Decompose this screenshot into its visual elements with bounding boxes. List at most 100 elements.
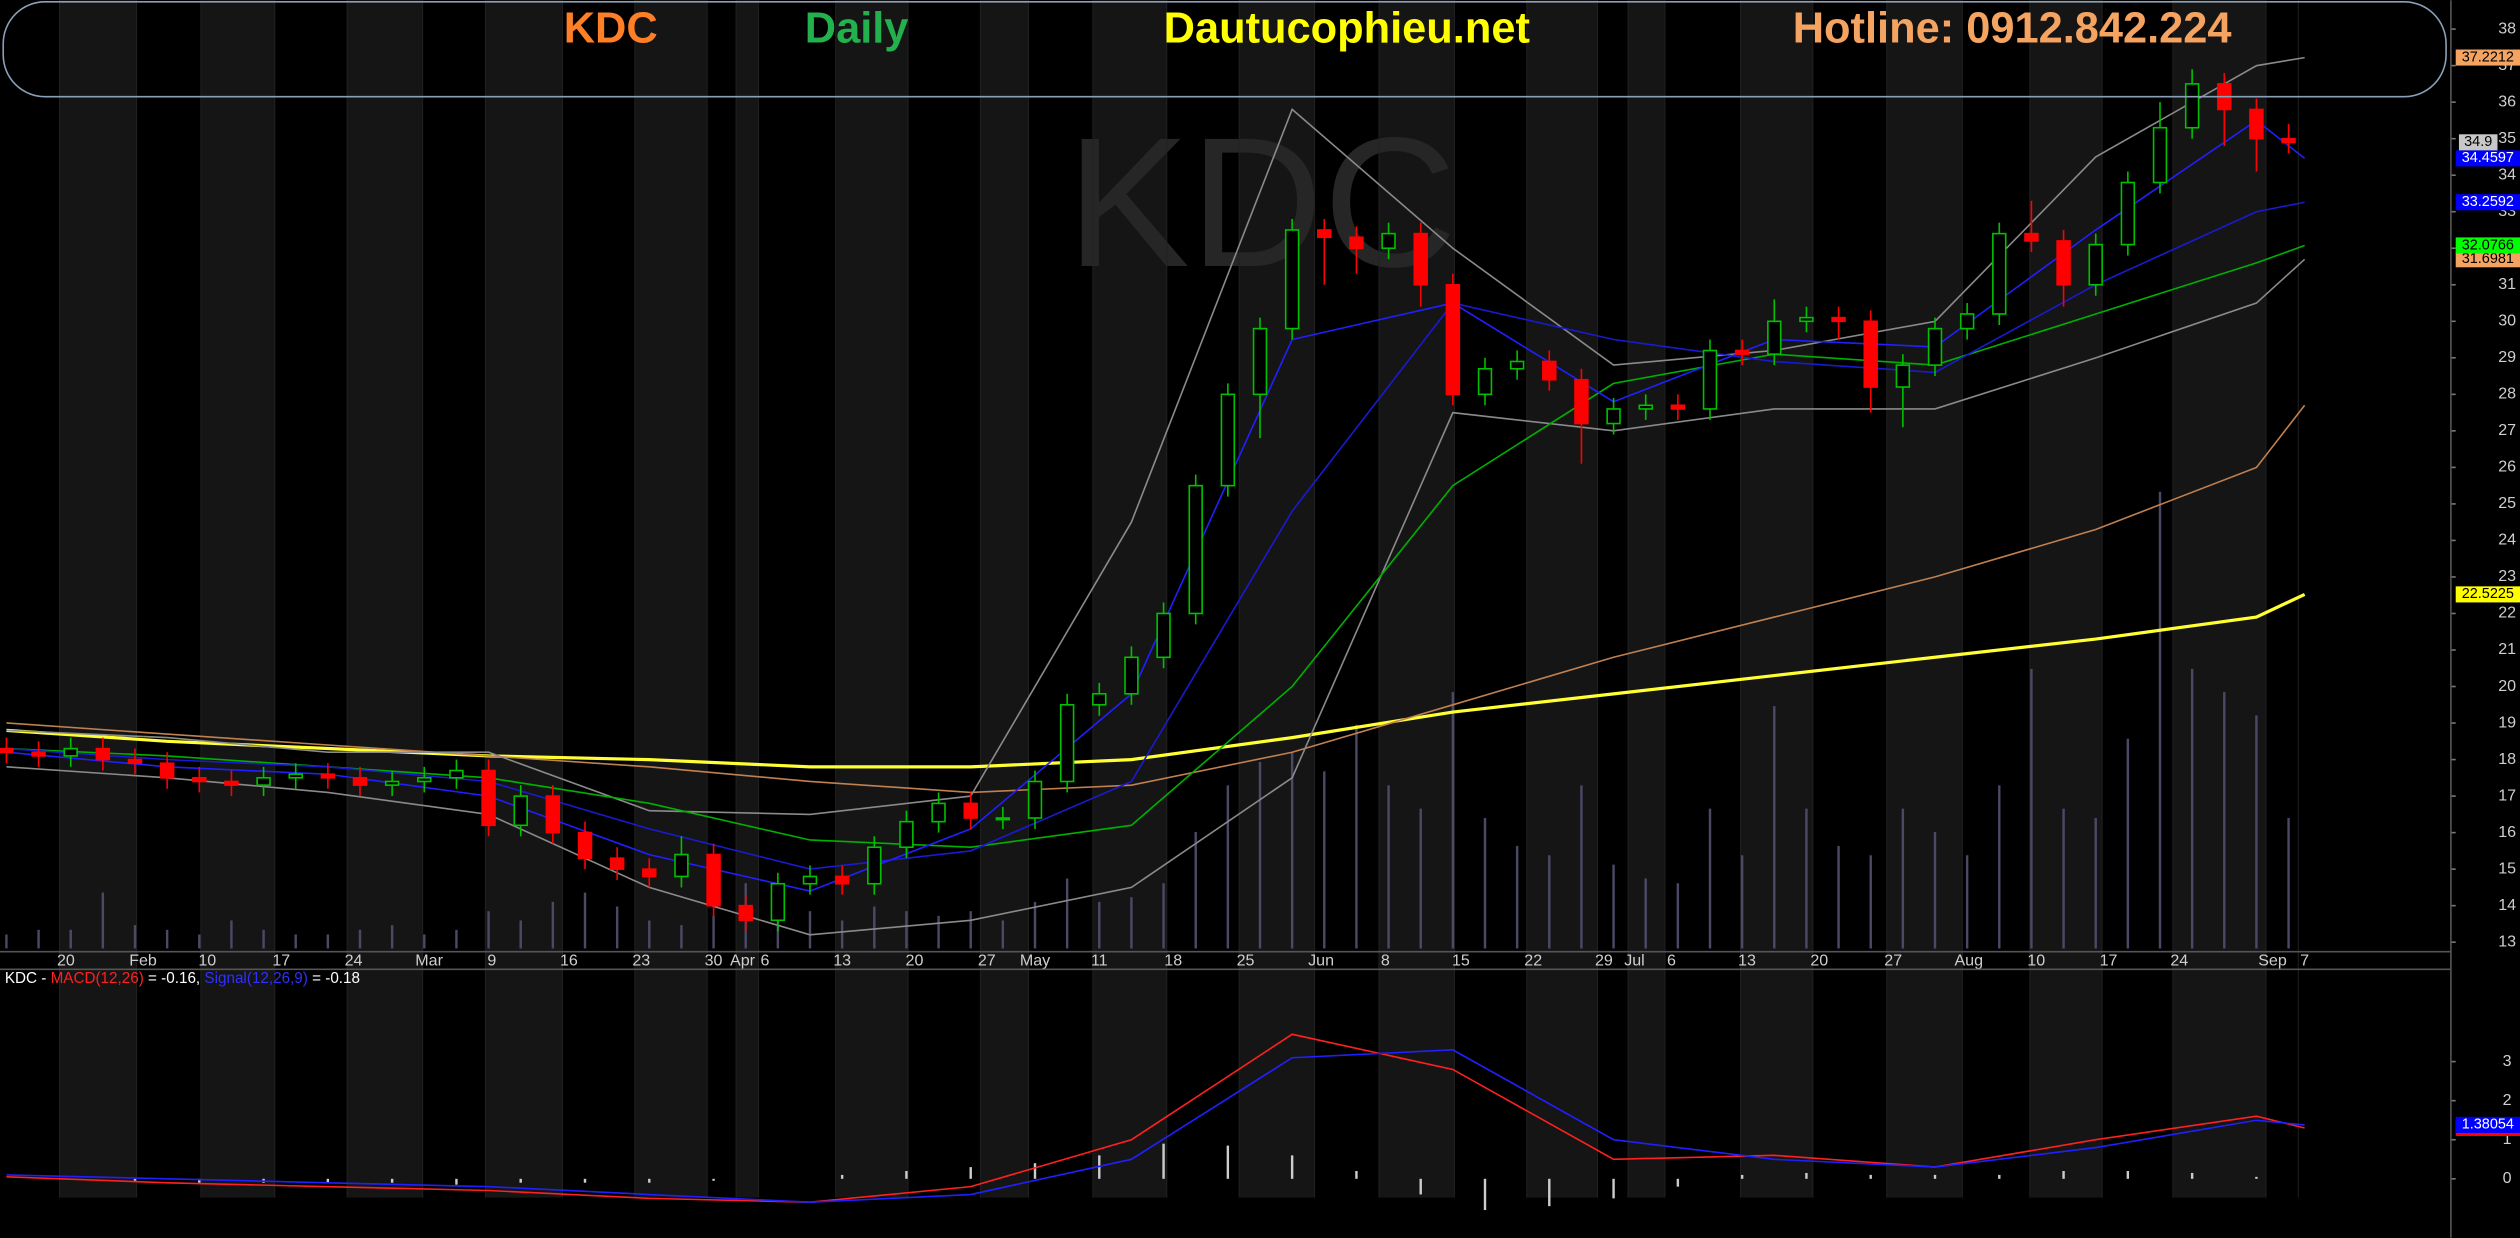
value-tag-label: 34.4597	[2462, 150, 2514, 166]
y-tick-label: 26	[2498, 458, 2516, 476]
week-band	[1526, 0, 1598, 1198]
value-tag-label: 37.2212	[2462, 49, 2514, 65]
candle-body	[224, 780, 239, 786]
x-tick-label: Apr	[730, 952, 756, 970]
week-band	[1378, 0, 1455, 1198]
candle-body	[1702, 349, 1718, 410]
candle-body	[1863, 320, 1878, 388]
week-band	[2172, 0, 2267, 1198]
x-tick-label: 15	[1452, 952, 1470, 970]
y-tick-label: 22	[2498, 604, 2516, 622]
week-band	[1092, 0, 1167, 1198]
indicator-line	[6, 258, 2306, 936]
y-tick-label: 1	[2503, 1130, 2512, 1148]
indicator-line	[6, 201, 2305, 870]
candle-body	[609, 857, 625, 870]
candle-body	[1574, 378, 1589, 425]
x-tick-label: 23	[632, 952, 650, 970]
y-tick-label: 29	[2498, 348, 2516, 366]
candle-body	[352, 777, 368, 786]
y-tick-label: 21	[2498, 640, 2516, 658]
candle-body	[738, 904, 753, 922]
last-price-label: 34.9	[2464, 134, 2492, 150]
x-tick-label: Feb	[129, 952, 157, 970]
macd-label-part: Signal(12,26,9)	[204, 970, 307, 987]
candle-body	[2152, 126, 2168, 184]
value-tag	[2455, 237, 2520, 254]
x-tick-label: 29	[1595, 952, 1613, 970]
candle-body	[1959, 313, 1975, 330]
value-tag-label: 22.5225	[2462, 586, 2514, 602]
candle-body	[1059, 703, 1075, 783]
week-band	[59, 0, 137, 1198]
y-tick-label: 30	[2498, 312, 2516, 330]
value-tag	[2455, 150, 2520, 167]
y-tick-label: 17	[2498, 786, 2516, 804]
candle-body	[642, 868, 657, 878]
candle-body	[2024, 232, 2039, 242]
x-tick-label: 16	[560, 952, 578, 970]
candle-body	[1638, 404, 1653, 410]
y-tick-label: 3	[2503, 1052, 2512, 1070]
y-tick-label: 2	[2503, 1091, 2512, 1109]
candle-body	[192, 777, 207, 783]
candle-body	[706, 853, 721, 907]
x-tick-label: Sep	[2258, 952, 2287, 970]
candle-body	[1992, 232, 2007, 315]
x-tick-label: 27	[978, 952, 996, 970]
x-tick-label: Aug	[1954, 952, 1983, 970]
week-band	[980, 0, 1029, 1198]
macd-line	[6, 1033, 2305, 1204]
x-tick-label: 9	[487, 952, 496, 970]
candle-body	[867, 846, 882, 885]
macd-label: KDC - MACD(12,26) = -0.16, Signal(12,26,…	[5, 970, 360, 987]
x-tick-label: 22	[1524, 952, 1542, 970]
last-price-tag	[2458, 134, 2498, 151]
macd-line	[6, 1049, 2305, 1204]
candle-body	[288, 773, 303, 779]
candle-body	[256, 777, 271, 786]
indicator-line	[6, 56, 2305, 816]
y-tick-label: 14	[2498, 896, 2516, 914]
y-tick-label: 36	[2498, 92, 2516, 110]
x-tick-label: Jul	[1624, 952, 1645, 970]
value-tag-label: 33.2592	[2462, 194, 2514, 210]
week-band	[2029, 0, 2103, 1198]
y-tick-label: 27	[2498, 421, 2516, 439]
x-tick-label: 24	[2170, 952, 2188, 970]
y-tick-label: 16	[2498, 823, 2516, 841]
week-bands	[59, 0, 2267, 1198]
candle-body	[1445, 283, 1461, 396]
macd-label-part: MACD(12,26)	[51, 970, 144, 987]
indicator-line	[6, 404, 2306, 794]
week-band	[200, 0, 275, 1198]
candle-body	[1927, 327, 1943, 366]
site: Dautucophieu.net	[1164, 4, 1530, 52]
x-tick-label: Mar	[415, 952, 443, 970]
x-tick-label: 13	[833, 952, 851, 970]
week-band	[347, 0, 423, 1198]
x-tick-label: 30	[705, 952, 723, 970]
y-tick-label: 23	[2498, 567, 2516, 585]
hotline: Hotline: 0912.842.224	[1793, 4, 2232, 52]
candle-body	[320, 773, 336, 779]
candle-body	[95, 747, 111, 761]
x-tick-label: 24	[345, 952, 363, 970]
x-tick-label: 25	[1237, 952, 1255, 970]
x-tick-label: 10	[198, 952, 216, 970]
x-tick-label: 10	[2027, 952, 2045, 970]
indicator-line	[6, 119, 2306, 892]
candle-body	[931, 802, 946, 823]
x-tick-label: 20	[1810, 952, 1828, 970]
candle-body	[802, 875, 818, 885]
x-tick-label: 6	[1667, 952, 1676, 970]
x-tick-label: 8	[1381, 952, 1390, 970]
candle-body	[2184, 83, 2200, 129]
candle-body	[1124, 656, 1139, 695]
candle-body	[1799, 316, 1814, 323]
value-tag-label: 32.0766	[2462, 237, 2514, 253]
x-tick-label: 18	[1164, 952, 1182, 970]
candle-body	[0, 747, 14, 754]
plot: 20 Feb 10 17 24 Mar 9 16 23 30 Apr 6 13 20 27 May 11 18 25…	[0, 0, 2520, 1211]
y-tick-label: 18	[2498, 750, 2516, 768]
